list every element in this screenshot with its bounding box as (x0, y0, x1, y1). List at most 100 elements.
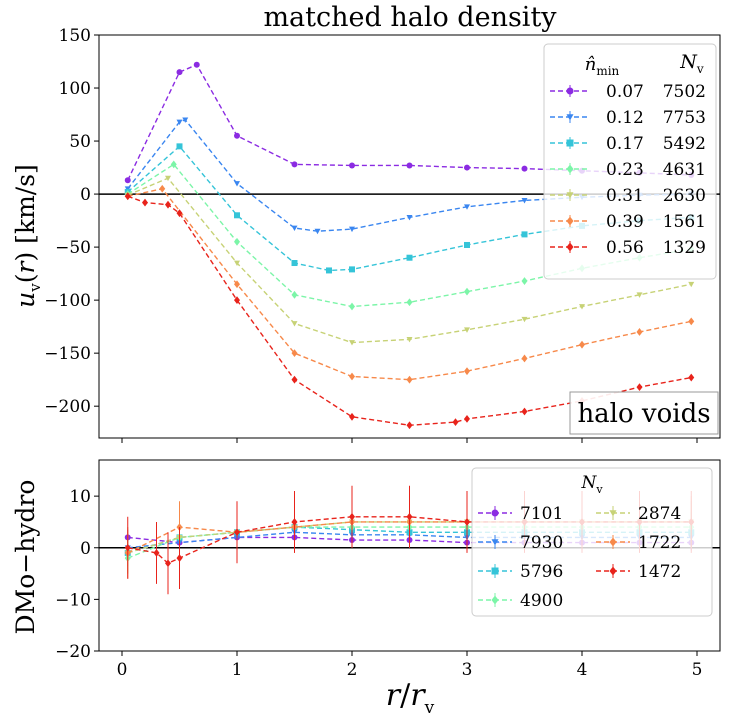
top-data-point (159, 184, 166, 193)
top-legend-header-right: Nv (679, 51, 704, 76)
bottom-y-tick-label: −20 (55, 642, 91, 662)
top-legend-row-0.23: 0.23 4631 (550, 160, 706, 180)
bottom-legend-row-4900: 4900 (478, 591, 563, 611)
top-legend-box (543, 43, 717, 280)
bottom-legend-row-7101: 7101 (478, 504, 563, 524)
top-data-point (688, 281, 695, 288)
top-series-0.56 (124, 192, 695, 430)
top-data-point (234, 132, 240, 139)
top-data-point (349, 302, 355, 311)
top-data-point (291, 375, 298, 384)
top-legend-count: 7753 (663, 108, 706, 128)
top-data-point (349, 412, 355, 421)
top-data-point (170, 160, 177, 169)
top-data-point (326, 267, 332, 274)
top-data-point (636, 292, 643, 298)
top-data-point (234, 237, 240, 246)
bottom-data-point (153, 549, 160, 557)
x-tick-label: 5 (692, 660, 703, 680)
top-legend-value: 0.31 (606, 186, 644, 206)
bottom-legend-marker (491, 539, 499, 546)
top-y-tick-label: 0 (80, 185, 91, 205)
top-data-point (521, 198, 528, 204)
bottom-legend-box (471, 467, 713, 617)
top-data-point (291, 225, 298, 232)
top-legend-row-0.17: 0.17 5492 (550, 134, 706, 154)
bottom-data-point (165, 559, 171, 568)
top-y-axis-label: uv(r) [km/s] (11, 164, 44, 308)
top-legend-value: 0.17 (606, 134, 644, 154)
top-data-point (452, 418, 459, 426)
bottom-data-point (124, 543, 131, 552)
top-data-point (464, 241, 470, 248)
top-legend-marker (566, 139, 574, 147)
bottom-legend-marker (491, 567, 499, 575)
top-y-tick-label: −200 (44, 397, 91, 417)
top-legend-count: 1329 (663, 238, 706, 258)
top-data-point (124, 177, 131, 184)
top-series-line (127, 195, 692, 426)
top-series-line (127, 63, 692, 181)
x-tick-label: 4 (577, 660, 588, 680)
top-data-point (636, 383, 643, 391)
top-legend-row-0.39: 0.39 1561 (550, 212, 706, 232)
top-legend-value: 0.39 (606, 212, 644, 232)
top-data-point (234, 280, 240, 289)
top-data-point (291, 161, 298, 168)
top-data-point (521, 316, 528, 323)
bottom-legend-marker (609, 510, 617, 517)
bottom-legend: Nv 7101 7930 5796 4900 2874 1722 1472 (471, 467, 713, 617)
top-legend-marker (566, 192, 574, 199)
bottom-legend-marker (609, 566, 617, 576)
bottom-data-point (234, 528, 240, 537)
top-legend-count: 7502 (663, 82, 706, 102)
bottom-legend-count: 4900 (520, 591, 563, 611)
top-data-point (176, 119, 183, 125)
top-data-point (182, 117, 189, 123)
top-legend-row-0.56: 0.56 1329 (550, 238, 706, 258)
bottom-y-tick-label: 0 (80, 539, 91, 559)
top-legend-value: 0.07 (606, 82, 644, 102)
top-data-point (688, 317, 695, 326)
top-data-point (124, 192, 131, 201)
chart-title: matched halo density (263, 2, 557, 33)
top-y-tick-label: −150 (44, 344, 91, 364)
bottom-legend-marker (609, 537, 617, 547)
top-legend-row-0.31: 0.31 2630 (550, 186, 706, 206)
top-legend-marker (566, 216, 574, 226)
bottom-legend-header: Nv (580, 473, 603, 496)
top-data-point (406, 254, 413, 261)
top-data-point (579, 340, 585, 349)
bottom-legend-count: 5796 (520, 562, 563, 582)
top-data-point (349, 162, 355, 169)
bottom-data-point (291, 518, 298, 526)
top-legend-value: 0.12 (606, 108, 644, 128)
bottom-panel: 10 0 −10 −20 0 1 2 3 4 5 (55, 459, 721, 680)
top-legend-value: 0.56 (606, 238, 644, 258)
top-data-point (406, 375, 413, 384)
bottom-y-axis-label: DMo−hydro (11, 480, 40, 635)
top-data-point (349, 226, 355, 233)
top-data-point (464, 327, 470, 333)
bottom-y-tick-label: −10 (55, 590, 91, 610)
bottom-legend-row-2874: 2874 (596, 504, 681, 524)
top-data-point (464, 415, 470, 423)
top-data-point (406, 215, 413, 221)
top-data-point (291, 260, 298, 267)
top-data-point (291, 290, 298, 299)
bottom-legend-marker (491, 595, 499, 605)
top-data-point (521, 407, 528, 416)
top-data-point (234, 296, 240, 305)
top-legend-count: 5492 (663, 134, 706, 154)
bottom-legend-count: 7930 (520, 533, 563, 553)
x-tick-label: 1 (232, 660, 243, 680)
top-legend-header-left: n̂min (585, 54, 620, 78)
bottom-plot-frame (98, 459, 721, 652)
top-series-0.31 (124, 175, 695, 346)
top-series-0.39 (124, 184, 695, 384)
top-legend-value: 0.23 (606, 160, 644, 180)
bottom-legend-row-1722: 1722 (596, 533, 681, 553)
top-legend-marker (566, 164, 574, 174)
bottom-legend-row-7930: 7930 (478, 533, 563, 553)
top-series-line (127, 187, 692, 381)
